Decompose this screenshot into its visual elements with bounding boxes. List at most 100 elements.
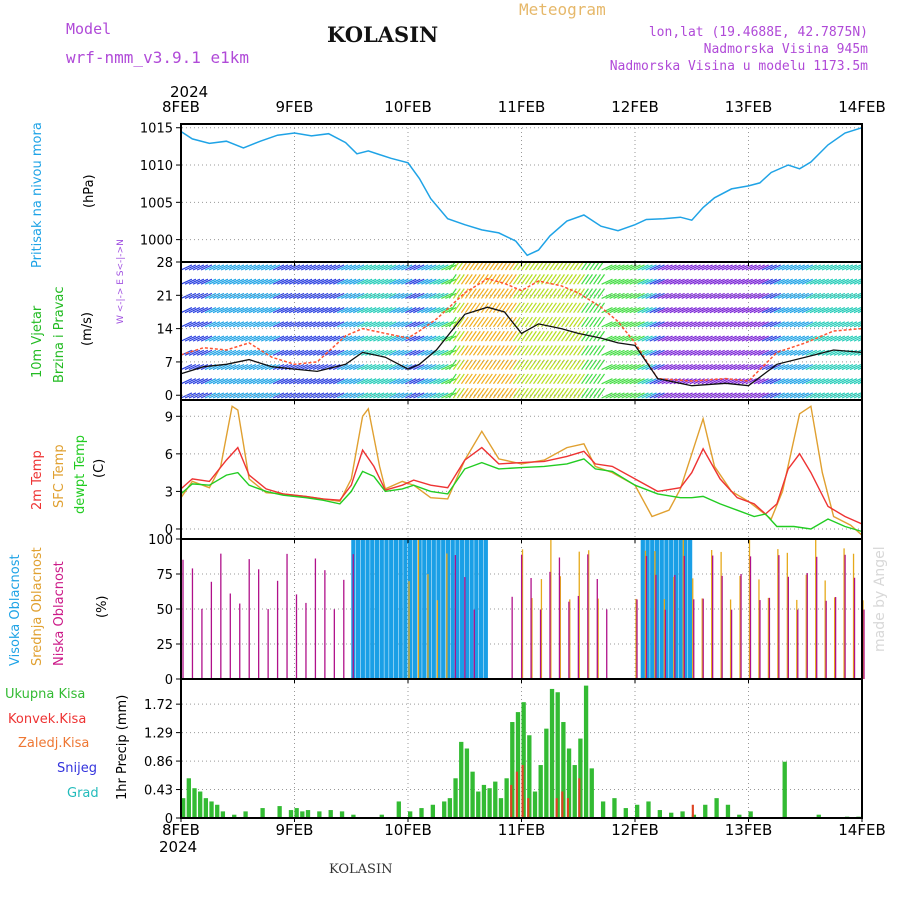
wind-barb bbox=[605, 264, 617, 271]
wind-barb bbox=[801, 264, 814, 271]
wind-barb bbox=[208, 321, 221, 328]
wind-barb bbox=[357, 378, 369, 385]
precip-total-bar bbox=[646, 801, 651, 818]
wind-barb bbox=[312, 321, 325, 328]
wind-barb bbox=[397, 321, 409, 328]
wind-barb bbox=[452, 330, 461, 342]
wind-barb bbox=[593, 359, 601, 370]
precip-total-bar bbox=[544, 728, 549, 818]
wind-barb bbox=[701, 321, 713, 328]
wind-barb bbox=[332, 278, 345, 285]
wind-barb bbox=[841, 392, 854, 399]
wind-barb bbox=[741, 363, 753, 371]
wind-barb bbox=[701, 363, 713, 371]
wind-barb bbox=[569, 316, 577, 328]
wind-barb bbox=[441, 363, 453, 371]
wind-barb bbox=[405, 307, 417, 314]
wind-barb bbox=[256, 321, 269, 328]
wind-barb bbox=[244, 378, 257, 385]
wind-barb bbox=[204, 292, 217, 299]
wind-barb bbox=[397, 378, 409, 385]
wind-barb bbox=[300, 363, 313, 371]
wind-barb bbox=[437, 349, 449, 356]
wind-barb bbox=[456, 274, 465, 285]
wind-barb bbox=[320, 378, 333, 385]
wind-barb bbox=[441, 264, 453, 271]
wind-barb bbox=[393, 264, 405, 271]
wind-barb bbox=[781, 335, 794, 342]
wind-barb bbox=[421, 264, 433, 271]
wind-barb bbox=[777, 292, 790, 299]
wind-barb bbox=[841, 363, 854, 371]
wind-barb bbox=[452, 359, 461, 370]
wind-barb bbox=[817, 363, 830, 371]
wind-barb bbox=[496, 387, 505, 399]
wind-barb bbox=[500, 345, 509, 356]
wind-barb bbox=[192, 363, 205, 371]
precip-total-bar bbox=[317, 811, 322, 818]
wind-barb bbox=[825, 392, 838, 399]
wind-barb bbox=[709, 278, 721, 285]
wind-barb bbox=[685, 292, 697, 299]
wind-barb bbox=[605, 392, 617, 399]
wind-barb bbox=[504, 302, 513, 314]
wind-barb bbox=[757, 307, 769, 314]
wind-barb bbox=[300, 264, 313, 271]
wind-barb bbox=[849, 392, 862, 399]
wind-barb bbox=[833, 292, 846, 299]
precip-total-bar bbox=[396, 801, 401, 818]
wind-barb bbox=[413, 378, 425, 385]
wind-barb bbox=[553, 359, 561, 370]
wind-barb bbox=[389, 321, 401, 328]
wind-barb bbox=[504, 262, 512, 271]
wind-barb bbox=[276, 335, 289, 342]
wind-barb bbox=[224, 378, 237, 385]
precip-label-graupel: Grad bbox=[67, 786, 99, 801]
wind-barb bbox=[645, 264, 657, 271]
wind-barb bbox=[853, 336, 862, 342]
wind-barb bbox=[777, 321, 790, 328]
wind-barb bbox=[633, 363, 645, 371]
wind-barb bbox=[781, 349, 794, 356]
wind-barb bbox=[757, 264, 769, 271]
wind-barb bbox=[793, 321, 806, 328]
wind-barb bbox=[817, 392, 830, 399]
wind-barb bbox=[769, 392, 781, 399]
wind-barb bbox=[549, 302, 557, 314]
wind-barb bbox=[417, 292, 429, 299]
wind-barb bbox=[801, 363, 814, 371]
wind-barb bbox=[320, 363, 333, 371]
wind-barb bbox=[484, 359, 493, 370]
precip-conv-bar bbox=[561, 791, 564, 818]
wind-barb bbox=[284, 307, 297, 314]
wind-barb bbox=[352, 307, 365, 314]
wind-barb bbox=[861, 297, 862, 299]
wind-barb bbox=[272, 378, 285, 385]
wind-barb bbox=[581, 288, 589, 299]
wind-barb bbox=[280, 264, 293, 271]
wind-barb bbox=[737, 278, 749, 285]
wind-barb bbox=[296, 378, 309, 385]
wind-barb bbox=[853, 265, 862, 271]
wind-barb bbox=[537, 262, 544, 271]
wind-barb bbox=[697, 264, 709, 271]
wind-barb bbox=[188, 363, 201, 371]
wind-barb bbox=[685, 321, 697, 328]
wind-barb bbox=[340, 321, 353, 328]
wind-barb bbox=[777, 378, 790, 385]
wind-barb bbox=[204, 307, 217, 314]
wind-barb bbox=[629, 321, 641, 328]
wind-barb bbox=[421, 321, 433, 328]
precip-total-bar bbox=[782, 761, 787, 818]
wind-barb bbox=[417, 349, 429, 356]
high-cloud-bar bbox=[365, 539, 370, 679]
wind-barb bbox=[585, 262, 592, 271]
wind-barb bbox=[397, 349, 409, 356]
wind-barb bbox=[232, 335, 245, 342]
wind-barb bbox=[468, 302, 477, 314]
wind-barb bbox=[409, 278, 421, 285]
wind-barb bbox=[853, 393, 862, 399]
wind-barb bbox=[196, 335, 209, 342]
wind-barb bbox=[500, 316, 509, 328]
wind-barb bbox=[437, 321, 449, 328]
